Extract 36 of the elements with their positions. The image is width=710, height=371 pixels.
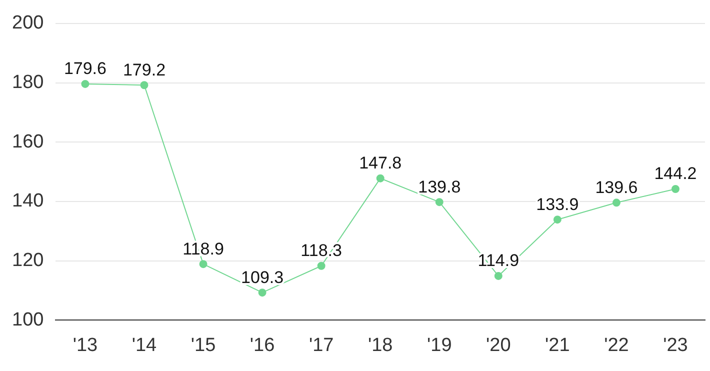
- point: [140, 81, 148, 90]
- data-label: 139.6: [595, 178, 638, 197]
- x-tick-label: '18: [368, 334, 393, 356]
- data-label: 109.3: [241, 268, 284, 287]
- point: [81, 80, 90, 88]
- y-tick-label: 140: [12, 190, 44, 212]
- x-tick-label: '14: [132, 334, 158, 356]
- data-label: 147.8: [359, 154, 402, 173]
- point: [376, 174, 384, 182]
- data-label: 133.9: [536, 194, 579, 214]
- data-label: 139.8: [418, 177, 461, 196]
- x-tick-label: '20: [486, 334, 511, 356]
- x-tick-label: '23: [663, 334, 688, 356]
- x-tick-label: '22: [604, 334, 629, 356]
- x-tick-label: '21: [545, 334, 570, 356]
- point: [258, 288, 266, 297]
- point: [317, 262, 326, 270]
- data-label: 144.2: [654, 164, 697, 184]
- y-tick-label: 180: [12, 72, 44, 93]
- x-tick-label: '13: [72, 334, 98, 356]
- x-tick-label: '16: [250, 334, 275, 356]
- point: [199, 260, 208, 268]
- point: [494, 272, 502, 280]
- y-tick-label: 160: [12, 131, 44, 152]
- x-tick-label: '17: [308, 334, 334, 356]
- x-tick-label: '19: [426, 334, 452, 356]
- y-tick-label: 120: [12, 250, 44, 272]
- y-tick-label: 200: [12, 12, 44, 34]
- data-label: 179.2: [122, 60, 166, 80]
- y-tick-label: 100: [12, 309, 44, 330]
- data-label: 179.6: [64, 59, 106, 78]
- point: [553, 216, 562, 224]
- point: [435, 198, 444, 206]
- point: [612, 198, 620, 207]
- point: [671, 185, 680, 194]
- x-tick-label: '15: [190, 334, 216, 356]
